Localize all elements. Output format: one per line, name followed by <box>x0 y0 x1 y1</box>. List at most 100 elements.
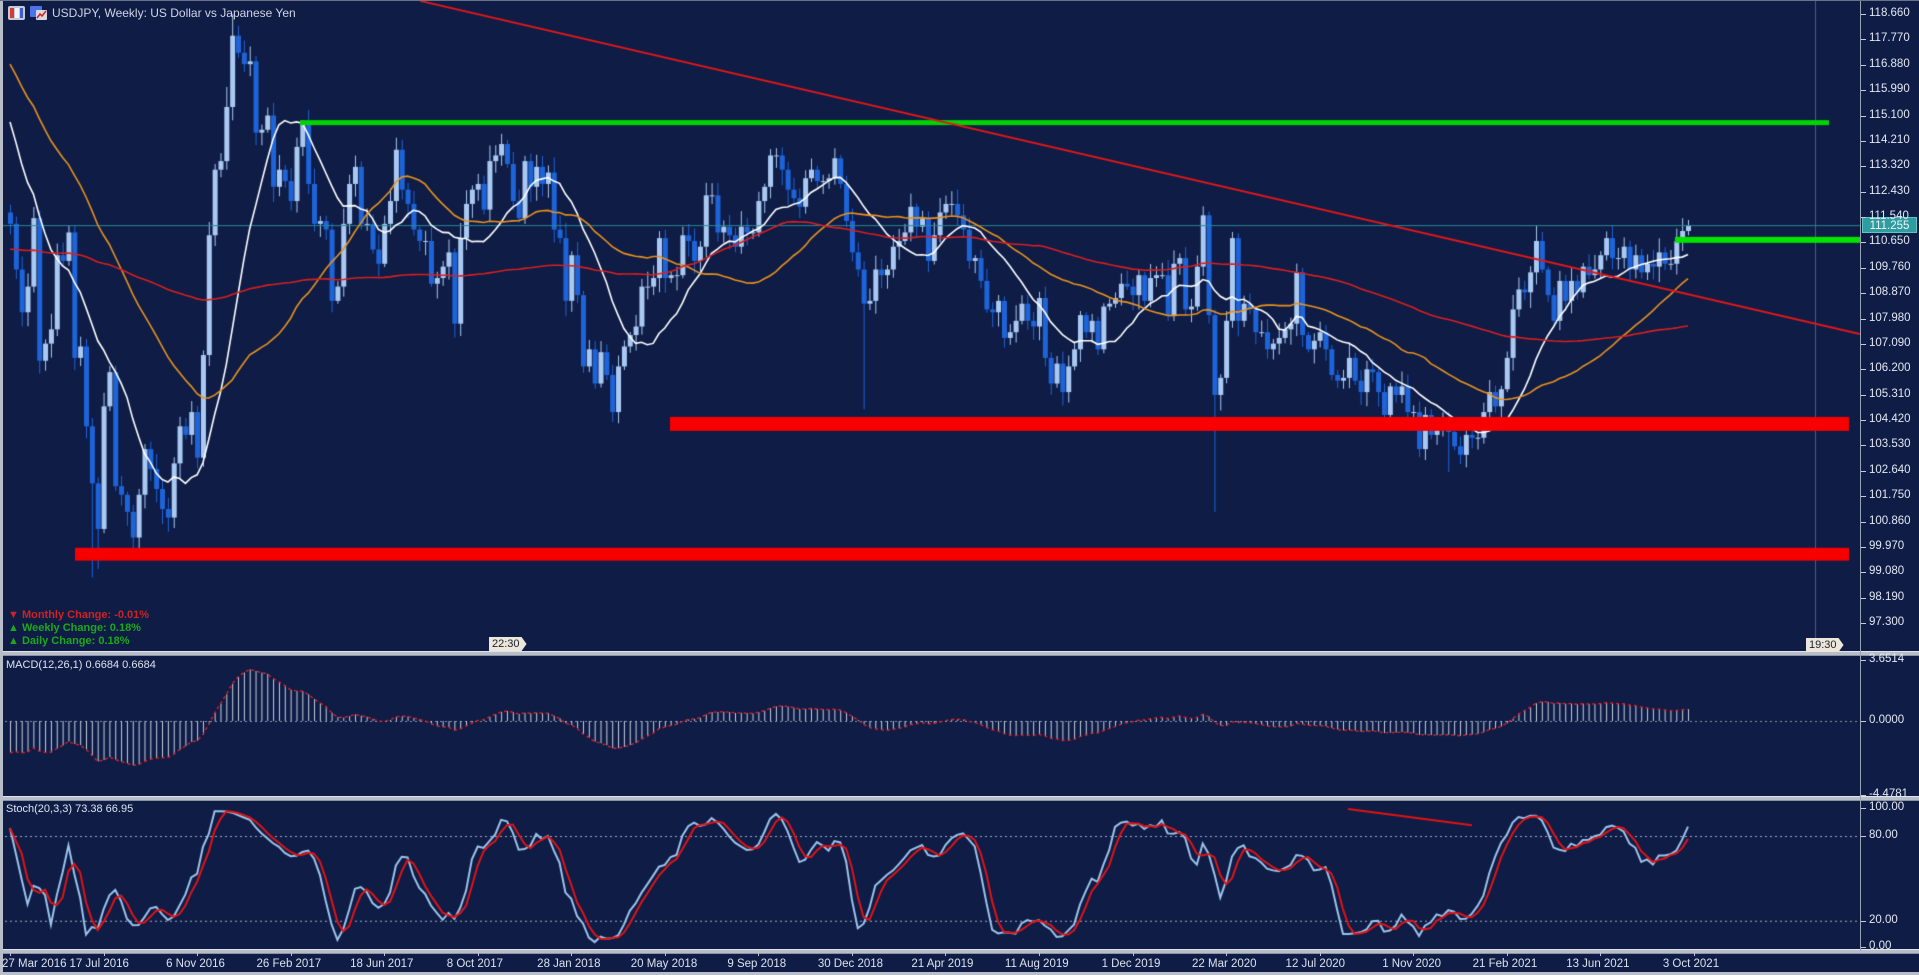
price-axis-label: 109.760 <box>1869 260 1911 273</box>
daily-change: ▲ Daily Change: 0.18% <box>8 635 130 647</box>
price-axis-label: 111.540 <box>1869 210 1909 223</box>
price-axis-label: 115.990 <box>1869 83 1910 96</box>
date-axis-tick <box>1693 952 1695 956</box>
date-axis-label: 12 Jul 2020 <box>1285 958 1346 970</box>
stoch-axis-label: 20.00 <box>1869 913 1898 926</box>
date-axis-label: 27 Mar 2016 <box>2 958 67 970</box>
chart-title-bar: USDJPY, Weekly: US Dollar vs Japanese Ye… <box>8 6 296 20</box>
monthly-change: ▼ Monthly Change: -0.01% <box>8 609 150 621</box>
price-axis-tick <box>1861 115 1866 117</box>
date-axis-label: 20 May 2018 <box>630 958 698 970</box>
stochastic-indicator-chart[interactable] <box>0 799 1860 949</box>
chart-title: USDJPY, Weekly: US Dollar vs Japanese Ye… <box>52 6 296 20</box>
price-axis-label: 105.310 <box>1869 387 1911 400</box>
stoch-axis-label: 100.00 <box>1869 800 1905 813</box>
price-axis-label: 115.100 <box>1869 108 1910 121</box>
price-axis-label: 108.870 <box>1869 286 1911 299</box>
price-axis-label: 113.320 <box>1869 159 1910 172</box>
price-axis-tick <box>1861 546 1866 548</box>
date-axis-label: 1 Nov 2020 <box>1382 958 1442 970</box>
indicator-chart-icon <box>30 6 47 20</box>
price-axis-tick <box>1861 191 1866 193</box>
change-summary: ▼ Monthly Change: -0.01% ▲ Weekly Change… <box>8 609 149 648</box>
price-axis-tick <box>1861 572 1866 574</box>
stoch-label: Stoch(20,3,3) 73.38 66.95 <box>6 803 134 815</box>
date-axis-label: 30 Dec 2018 <box>817 958 884 970</box>
time-marker-tag[interactable]: 19:30 <box>1806 638 1844 652</box>
date-axis-label: 11 Aug 2019 <box>1004 958 1069 970</box>
price-axis-label: 110.650 <box>1869 235 1910 248</box>
main-price-chart[interactable] <box>0 1 1860 651</box>
price-axis-label: 107.980 <box>1869 311 1911 324</box>
price-axis-tick <box>1861 242 1866 244</box>
date-axis-label: 18 Jun 2017 <box>350 958 414 970</box>
price-axis-tick <box>1861 217 1866 219</box>
date-axis-label: 21 Apr 2019 <box>911 958 974 970</box>
macd-indicator-chart[interactable] <box>0 655 1860 796</box>
price-axis-label: 112.430 <box>1869 184 1910 197</box>
date-axis-tick <box>477 952 479 956</box>
date-axis-label: 28 Jan 2018 <box>537 958 601 970</box>
price-axis-tick <box>1861 369 1866 371</box>
date-axis-tick <box>851 952 853 956</box>
date-axis-label: 1 Dec 2019 <box>1101 958 1161 970</box>
date-axis-tick <box>1132 952 1134 956</box>
date-axis-tick <box>1413 952 1415 956</box>
date-axis-tick <box>1319 952 1321 956</box>
stoch-axis-tick <box>1861 947 1866 948</box>
price-axis-tick <box>1861 496 1866 498</box>
price-axis-tick <box>1861 318 1866 320</box>
price-axis-label: 102.640 <box>1869 463 1911 476</box>
price-axis-tick <box>1861 14 1866 15</box>
stoch-axis-tick <box>1861 807 1866 809</box>
price-axis-tick <box>1861 394 1866 396</box>
date-axis-tick <box>1039 952 1041 956</box>
price-axis-tick <box>1861 166 1866 168</box>
price-axis-tick <box>1861 140 1866 142</box>
date-axis-tick <box>290 952 292 956</box>
price-axis-tick <box>1861 597 1866 599</box>
date-axis-tick <box>103 952 105 956</box>
price-axis-tick <box>1861 267 1866 269</box>
price-axis-tick <box>1861 64 1866 66</box>
date-axis-tick <box>1600 952 1602 956</box>
price-axis-label: 97.300 <box>1869 616 1905 629</box>
date-axis-label: 6 Nov 2016 <box>166 958 225 970</box>
macd-axis-label: 3.6514 <box>1869 653 1905 666</box>
panel-separator[interactable] <box>0 796 1919 801</box>
stoch-axis-label: 80.00 <box>1869 829 1898 842</box>
macd-axis-tick <box>1861 660 1866 662</box>
macd-axis-label: 0.0000 <box>1869 714 1905 726</box>
time-marker-tag[interactable]: 22:30 <box>489 637 527 651</box>
weekly-change: ▲ Weekly Change: 0.18% <box>8 622 141 634</box>
date-axis-tick <box>664 952 666 956</box>
price-axis-label: 114.210 <box>1869 133 1910 146</box>
panel-separator[interactable] <box>0 651 1919 656</box>
price-axis-label: 107.090 <box>1869 336 1911 349</box>
price-axis-label: 104.420 <box>1869 413 1911 426</box>
price-axis-tick <box>1861 343 1866 345</box>
price-axis-tick <box>1861 90 1866 92</box>
chart-window-icon <box>8 6 25 20</box>
stoch-axis-tick <box>1861 920 1866 922</box>
price-axis-label: 99.970 <box>1869 539 1905 552</box>
price-axis-line <box>1860 1 1861 951</box>
price-axis-label: 98.190 <box>1869 590 1905 603</box>
date-axis-tick <box>1506 952 1508 956</box>
date-axis-label: 21 Feb 2021 <box>1472 958 1538 970</box>
price-axis-label: 116.880 <box>1869 57 1910 70</box>
macd-label: MACD(12,26,1) 0.6684 0.6684 <box>6 659 156 671</box>
date-axis-label: 9 Sep 2018 <box>727 958 787 970</box>
window-border <box>0 1 3 975</box>
price-axis-tick <box>1861 623 1866 625</box>
up-arrow-icon: ▲ <box>8 622 19 634</box>
price-axis-tick <box>1861 420 1866 422</box>
price-axis-tick <box>1861 445 1866 447</box>
date-axis-label: 26 Feb 2017 <box>256 958 322 970</box>
price-axis-label: 101.750 <box>1869 489 1911 502</box>
price-axis-tick <box>1861 470 1866 472</box>
price-axis-label: 118.660 <box>1869 7 1910 19</box>
price-axis-label: 99.080 <box>1869 565 1905 578</box>
date-axis-label: 8 Oct 2017 <box>446 958 503 970</box>
